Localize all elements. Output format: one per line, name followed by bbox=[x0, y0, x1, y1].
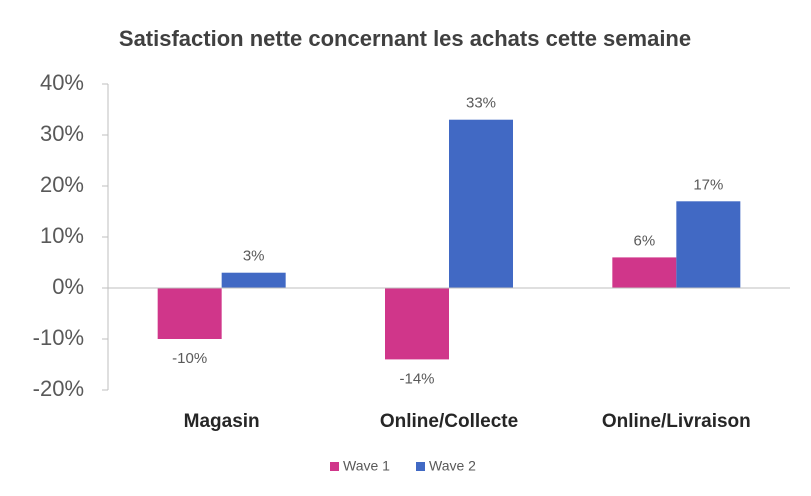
legend-swatch bbox=[330, 462, 339, 471]
value-label: 17% bbox=[693, 176, 723, 193]
x-tick-label: Magasin bbox=[184, 411, 260, 432]
bar bbox=[676, 201, 741, 288]
y-tick-label: 30% bbox=[40, 121, 84, 146]
y-tick-label: -20% bbox=[33, 376, 84, 401]
value-label: -10% bbox=[172, 350, 207, 367]
value-label: 33% bbox=[466, 95, 496, 112]
value-label: 6% bbox=[633, 232, 655, 249]
y-tick-label: 20% bbox=[40, 172, 84, 197]
bar bbox=[385, 288, 449, 360]
bar bbox=[221, 272, 286, 288]
legend-label: Wave 1 bbox=[343, 458, 390, 474]
y-tick-label: 0% bbox=[52, 274, 84, 299]
bar bbox=[157, 288, 222, 339]
bar bbox=[612, 257, 677, 288]
y-tick-label: 10% bbox=[40, 223, 84, 248]
y-tick-label: 40% bbox=[40, 70, 84, 95]
chart-title: Satisfaction nette concernant les achats… bbox=[119, 26, 691, 51]
value-label: 3% bbox=[243, 248, 265, 265]
bar bbox=[449, 119, 513, 288]
value-label: -14% bbox=[399, 370, 434, 387]
y-tick-label: -10% bbox=[33, 325, 84, 350]
x-tick-label: Online/Collecte bbox=[380, 411, 518, 432]
legend-label: Wave 2 bbox=[429, 458, 476, 474]
legend-swatch bbox=[416, 462, 425, 471]
x-tick-label: Online/Livraison bbox=[602, 411, 751, 432]
